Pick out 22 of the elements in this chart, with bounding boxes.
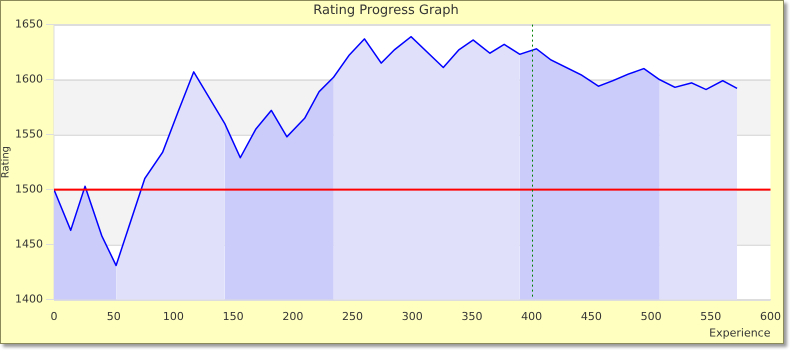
x-tick-label: 500 [640, 310, 662, 324]
x-tick-label: 0 [50, 310, 58, 324]
x-tick-label: 200 [282, 310, 304, 324]
y-tick-label: 1650 [14, 17, 43, 30]
x-tick-label: 50 [106, 310, 121, 324]
x-tick-label: 400 [521, 310, 542, 324]
x-tick-label: 350 [461, 310, 482, 324]
x-tick-label: 600 [760, 310, 781, 324]
x-tick-label: 250 [342, 310, 364, 324]
x-tick-label: 150 [222, 310, 244, 324]
y-axis-title: Rating [0, 146, 12, 178]
x-tick-label: 450 [580, 310, 602, 324]
x-tick-label: 100 [162, 310, 184, 324]
x-tick-label: 300 [402, 310, 423, 324]
y-tick-label: 1450 [14, 237, 43, 250]
x-axis-title: Experience [709, 326, 771, 340]
y-tick-label: 1400 [14, 292, 43, 306]
y-tick-label: 1550 [14, 127, 43, 140]
y-tick-label: 1600 [14, 72, 43, 86]
chart-title: Rating Progress Graph [313, 3, 459, 18]
y-tick-label: 1500 [14, 182, 43, 196]
x-tick-label: 550 [700, 310, 722, 324]
